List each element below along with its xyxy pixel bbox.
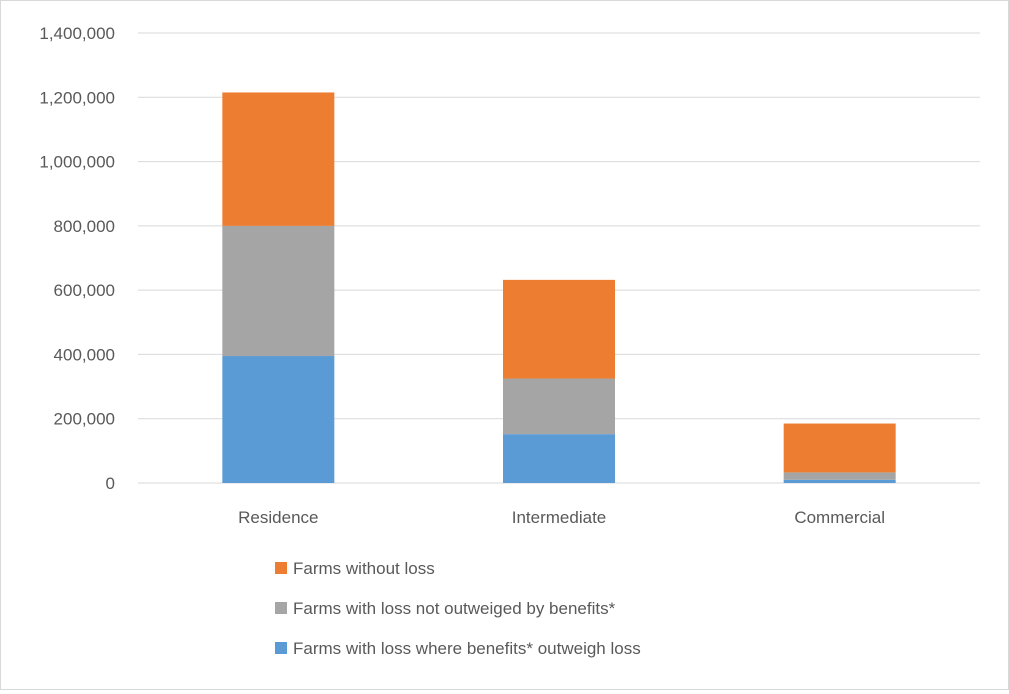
y-tick-label: 1,400,000 (39, 24, 115, 43)
legend-label: Farms with loss where benefits* outweigh… (293, 639, 641, 658)
bar-segment (503, 434, 615, 483)
legend-label: Farms with loss not outweiged by benefit… (293, 599, 616, 618)
bar-segment (783, 423, 896, 473)
legend-swatch (275, 562, 287, 574)
y-tick-label: 600,000 (54, 281, 115, 300)
y-axis-tick-labels: 0 200,000 400,000 600,000 800,000 1,000,000 1,… (39, 24, 115, 493)
bars (222, 92, 896, 483)
bar-segment (222, 356, 335, 483)
category-label: Intermediate (512, 508, 607, 527)
x-axis-category-labels: Residence Intermediate Commercial (238, 508, 885, 527)
legend-swatch (275, 602, 287, 614)
category-label: Commercial (794, 508, 885, 527)
y-tick-label: 200,000 (54, 410, 115, 429)
bar-segment (783, 479, 896, 483)
bar-segment (222, 225, 335, 357)
legend-label: Farms without loss (293, 559, 435, 578)
legend-swatch (275, 642, 287, 654)
bar-segment (783, 472, 896, 480)
bar-segment (503, 378, 615, 435)
y-tick-label: 1,000,000 (39, 153, 115, 172)
y-tick-label: 400,000 (54, 345, 115, 364)
bar-segment (503, 279, 615, 379)
y-tick-label: 1,200,000 (39, 88, 115, 107)
category-label: Residence (238, 508, 318, 527)
bar-segment (222, 92, 335, 226)
y-tick-label: 0 (106, 474, 115, 493)
y-tick-label: 800,000 (54, 217, 115, 236)
legend: Farms without loss Farms with loss not ou… (275, 559, 641, 658)
